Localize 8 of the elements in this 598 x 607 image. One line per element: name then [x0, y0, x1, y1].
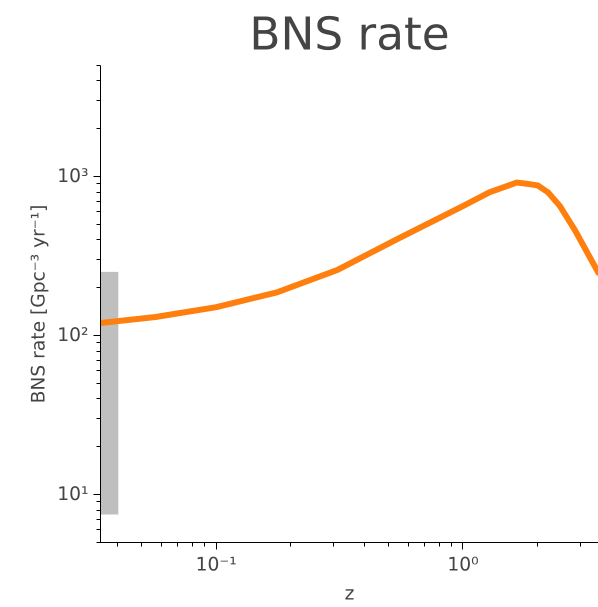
y-axis-title: BNS rate [Gpc⁻³ yr⁻¹]	[28, 204, 50, 404]
x-tick-label: 10⁻¹	[196, 554, 237, 576]
x-axis-title: z	[344, 584, 354, 604]
chart-title: BNS rate	[249, 8, 450, 60]
y-tick-label: 10²	[57, 325, 88, 346]
x-tick-label: 10⁰	[447, 554, 479, 576]
y-tick-label: 10¹	[57, 484, 88, 506]
y-tick-label: 10³	[57, 166, 88, 188]
